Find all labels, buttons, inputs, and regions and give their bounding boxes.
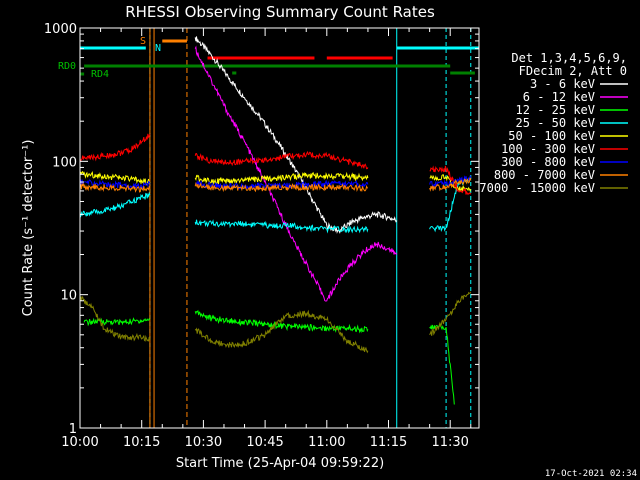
x-tick-label: 10:15 [123,435,160,450]
legend-entry-label: 3 - 6 keV [530,77,595,91]
saa-label: S [140,36,146,47]
night-label: N [155,43,161,54]
x-tick-label: 11:15 [370,435,407,450]
x-axis-label: Start Time (25-Apr-04 09:59:22) [176,456,384,471]
observing-flags: RD0 RD4 SN [58,28,479,428]
legend-entry-label: 6 - 12 keV [523,90,595,104]
legend-entry-label: 12 - 25 keV [516,103,595,117]
series-line-0 [194,36,398,234]
series-line-2 [83,309,455,405]
rd4-label: RD4 [91,69,109,80]
series-group [79,36,472,405]
x-tick-label: 11:30 [431,435,468,450]
chart-title: RHESSI Observing Summary Count Rates [125,3,435,21]
x-tick-label: 11:00 [308,435,345,450]
legend-entry-label: 50 - 100 keV [508,129,595,143]
x-tick-label: 10:45 [246,435,283,450]
timestamp: 17-Oct-2021 02:34 [545,469,637,479]
legend-entry-label: 25 - 50 keV [516,116,595,130]
rd0-label: RD0 [58,61,76,72]
legend: Det 1,3,4,5,6,9,FDecim 2, Att 03 - 6 keV… [479,51,628,195]
axis-ticks: 10:00 10:15 10:30 10:45 11:00 11:15 11:30 1 10 10… [44,22,479,450]
y-tick-label: 1000 [44,22,77,37]
y-tick-label: 100 [52,155,77,170]
series-line-7 [79,177,472,193]
x-tick-label: 10:30 [185,435,222,450]
series-line-1 [194,45,398,302]
legend-header-line: Det 1,3,4,5,6,9, [511,51,627,65]
series-line-8 [79,291,472,354]
legend-entry-label: 100 - 300 keV [501,142,595,156]
y-tick-label: 10 [60,289,77,304]
x-tick-label: 10:00 [61,435,98,450]
series-line-5 [79,133,472,196]
y-axis-label: Count Rate (s⁻¹ detector⁻¹) [21,140,36,317]
legend-entry-label: 7000 - 15000 keV [479,181,595,195]
plot-frame [79,27,480,429]
y-tick-label: 1 [69,422,77,437]
legend-entry-label: 800 - 7000 keV [494,168,595,182]
legend-header-line: FDecim 2, Att 0 [519,64,627,78]
legend-entry-label: 300 - 800 keV [501,155,595,169]
